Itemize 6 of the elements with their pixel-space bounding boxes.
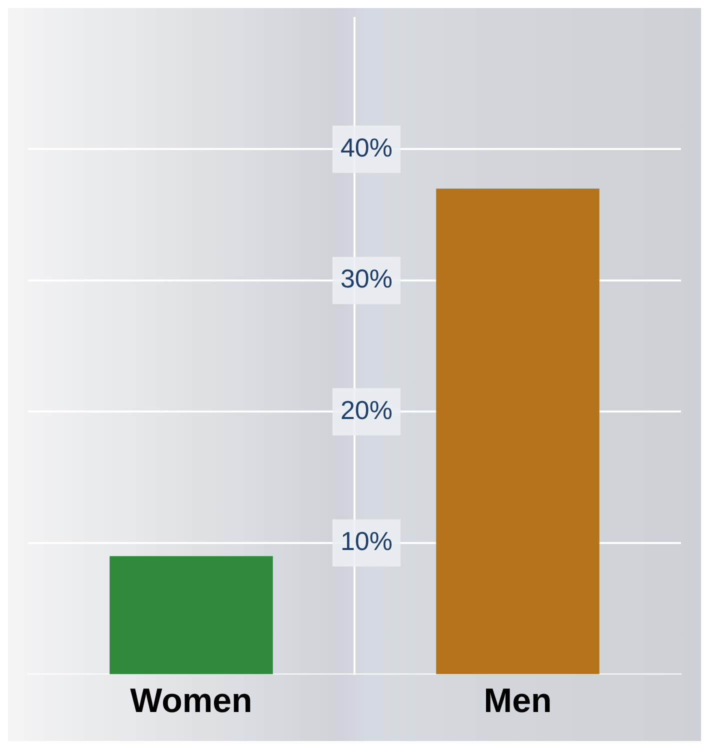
y-tick-label: 10% <box>340 526 392 556</box>
y-tick-label: 40% <box>340 132 392 162</box>
y-tick-label: 30% <box>340 264 392 294</box>
x-tick-label: Men <box>484 682 552 720</box>
y-tick-label: 20% <box>340 394 392 425</box>
x-tick-label: Women <box>130 682 252 720</box>
